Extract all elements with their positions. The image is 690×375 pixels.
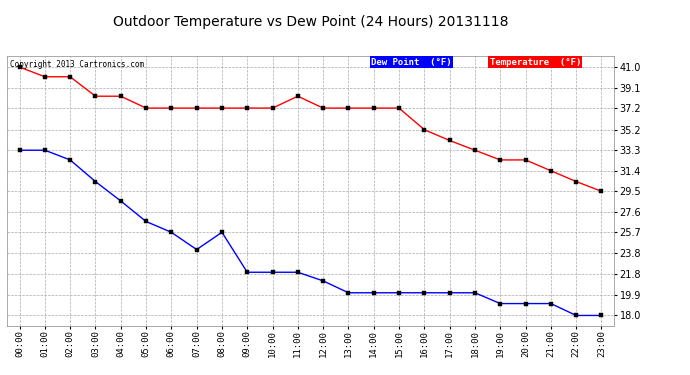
Text: Outdoor Temperature vs Dew Point (24 Hours) 20131118: Outdoor Temperature vs Dew Point (24 Hou… xyxy=(112,15,509,29)
Text: Copyright 2013 Cartronics.com: Copyright 2013 Cartronics.com xyxy=(10,60,144,69)
Text: Temperature  (°F): Temperature (°F) xyxy=(490,58,581,67)
Text: Dew Point  (°F): Dew Point (°F) xyxy=(371,58,452,67)
